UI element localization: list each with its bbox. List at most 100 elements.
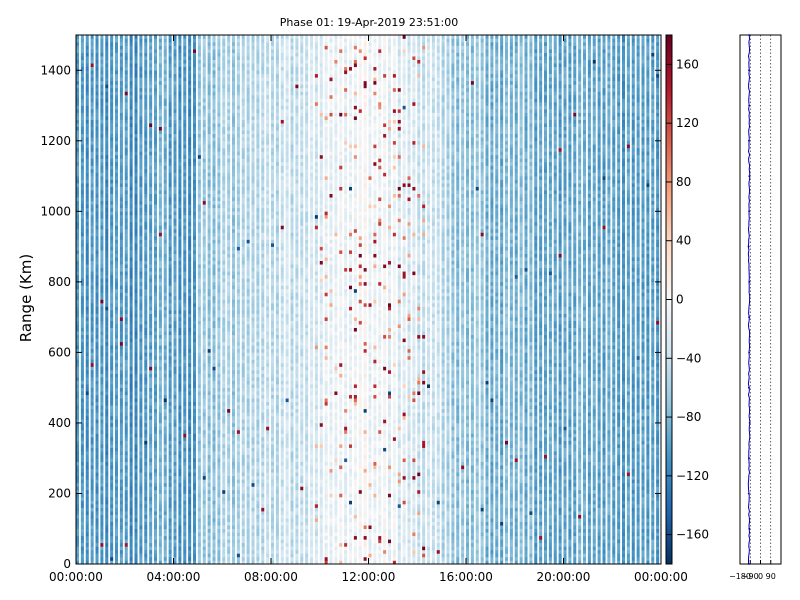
- heatmap-cell: [193, 289, 196, 293]
- heatmap-cell: [115, 292, 118, 296]
- heatmap-cell: [130, 557, 133, 561]
- heatmap-cell: [159, 469, 162, 473]
- heatmap-cell: [188, 254, 191, 258]
- heatmap-cell: [149, 243, 152, 247]
- heatmap-cell: [154, 169, 157, 173]
- heatmap-cell: [169, 229, 172, 233]
- heatmap-cell: [169, 271, 172, 275]
- heatmap-cell: [100, 518, 103, 522]
- heatmap-cell: [115, 243, 118, 247]
- heatmap-cell: [120, 63, 123, 67]
- heatmap-cell: [110, 211, 113, 215]
- heatmap-cell: [105, 95, 108, 99]
- heatmap-cell: [149, 60, 152, 64]
- heatmap-cell: [105, 345, 108, 349]
- heatmap-cell: [100, 501, 103, 505]
- heatmap-cell: [81, 352, 84, 356]
- heatmap-cell: [222, 455, 225, 459]
- heatmap-cell: [174, 127, 177, 131]
- heatmap-cell: [208, 359, 211, 363]
- heatmap-cell: [100, 504, 103, 508]
- heatmap-cell: [169, 254, 172, 258]
- heatmap-cell: [213, 173, 216, 177]
- heatmap-cell: [198, 546, 201, 550]
- heatmap-cell: [120, 46, 123, 50]
- heatmap-cell: [91, 155, 94, 159]
- heatmap-cell: [154, 374, 157, 378]
- heatmap-cell: [183, 250, 186, 254]
- heatmap-cell: [105, 127, 108, 131]
- heatmap-cell: [135, 158, 138, 162]
- heatmap-cell: [91, 127, 94, 131]
- heatmap-cell: [139, 345, 142, 349]
- heatmap-cell: [135, 250, 138, 254]
- heatmap-cell: [183, 247, 186, 251]
- heatmap-cell: [115, 60, 118, 64]
- heatmap-cell: [105, 303, 108, 307]
- heatmap-cell: [217, 261, 220, 265]
- heatmap-cell: [154, 271, 157, 275]
- heatmap-cell: [81, 151, 84, 155]
- heatmap-cell: [115, 173, 118, 177]
- heatmap-cell: [130, 70, 133, 74]
- heatmap-cell: [110, 155, 113, 159]
- heatmap-cell: [120, 236, 123, 240]
- heatmap-cell: [120, 162, 123, 166]
- heatmap-cell: [81, 39, 84, 43]
- heatmap-cell: [164, 370, 167, 374]
- heatmap-cell: [105, 550, 108, 554]
- heatmap-cell: [164, 144, 167, 148]
- heatmap-cell: [208, 285, 211, 289]
- heatmap-cell: [115, 35, 118, 39]
- heatmap-cell: [115, 77, 118, 81]
- heatmap-cell: [135, 162, 138, 166]
- heatmap-cell: [144, 42, 147, 46]
- heatmap-cell: [159, 546, 162, 550]
- heatmap-cell: [144, 374, 147, 378]
- heatmap-cell: [96, 328, 99, 332]
- heatmap-cell: [188, 501, 191, 505]
- heatmap-cell: [139, 240, 142, 244]
- heatmap-cell: [86, 402, 89, 406]
- heatmap-cell: [96, 381, 99, 385]
- heatmap-cell: [144, 412, 147, 416]
- heatmap-cell: [208, 419, 211, 423]
- heatmap-cell: [91, 441, 94, 445]
- heatmap-cell: [125, 190, 128, 194]
- heatmap-cell: [193, 116, 196, 120]
- heatmap-cell: [139, 356, 142, 360]
- heatmap-cell: [222, 419, 225, 423]
- heatmap-cell: [96, 501, 99, 505]
- heatmap-cell: [120, 441, 123, 445]
- heatmap-cell: [96, 247, 99, 251]
- heatmap-cell: [169, 264, 172, 268]
- heatmap-cell: [193, 70, 196, 74]
- heatmap-cell: [81, 479, 84, 483]
- heatmap-cell: [203, 130, 206, 134]
- heatmap-cell: [135, 35, 138, 39]
- heatmap-cell: [222, 303, 225, 307]
- heatmap-cell: [169, 197, 172, 201]
- heatmap-cell: [183, 458, 186, 462]
- heatmap-cell: [86, 254, 89, 258]
- heatmap-cell: [96, 201, 99, 205]
- heatmap-cell: [135, 398, 138, 402]
- heatmap-cell: [81, 501, 84, 505]
- heatmap-cell: [149, 81, 152, 85]
- heatmap-cell: [110, 515, 113, 519]
- heatmap-cell: [213, 250, 216, 254]
- heatmap-cell: [149, 106, 152, 110]
- heatmap-cell: [188, 391, 191, 395]
- heatmap-cell: [139, 165, 142, 169]
- heatmap-cell: [164, 532, 167, 536]
- heatmap-cell: [213, 180, 216, 184]
- heatmap-cell: [203, 515, 206, 519]
- heatmap-cell: [198, 550, 201, 554]
- heatmap-cell: [193, 254, 196, 258]
- heatmap-cell: [96, 169, 99, 173]
- heatmap-cell: [86, 127, 89, 131]
- heatmap-cell: [159, 511, 162, 515]
- heatmap-cell: [139, 543, 142, 547]
- heatmap-cell: [198, 271, 201, 275]
- heatmap-cell: [164, 127, 167, 131]
